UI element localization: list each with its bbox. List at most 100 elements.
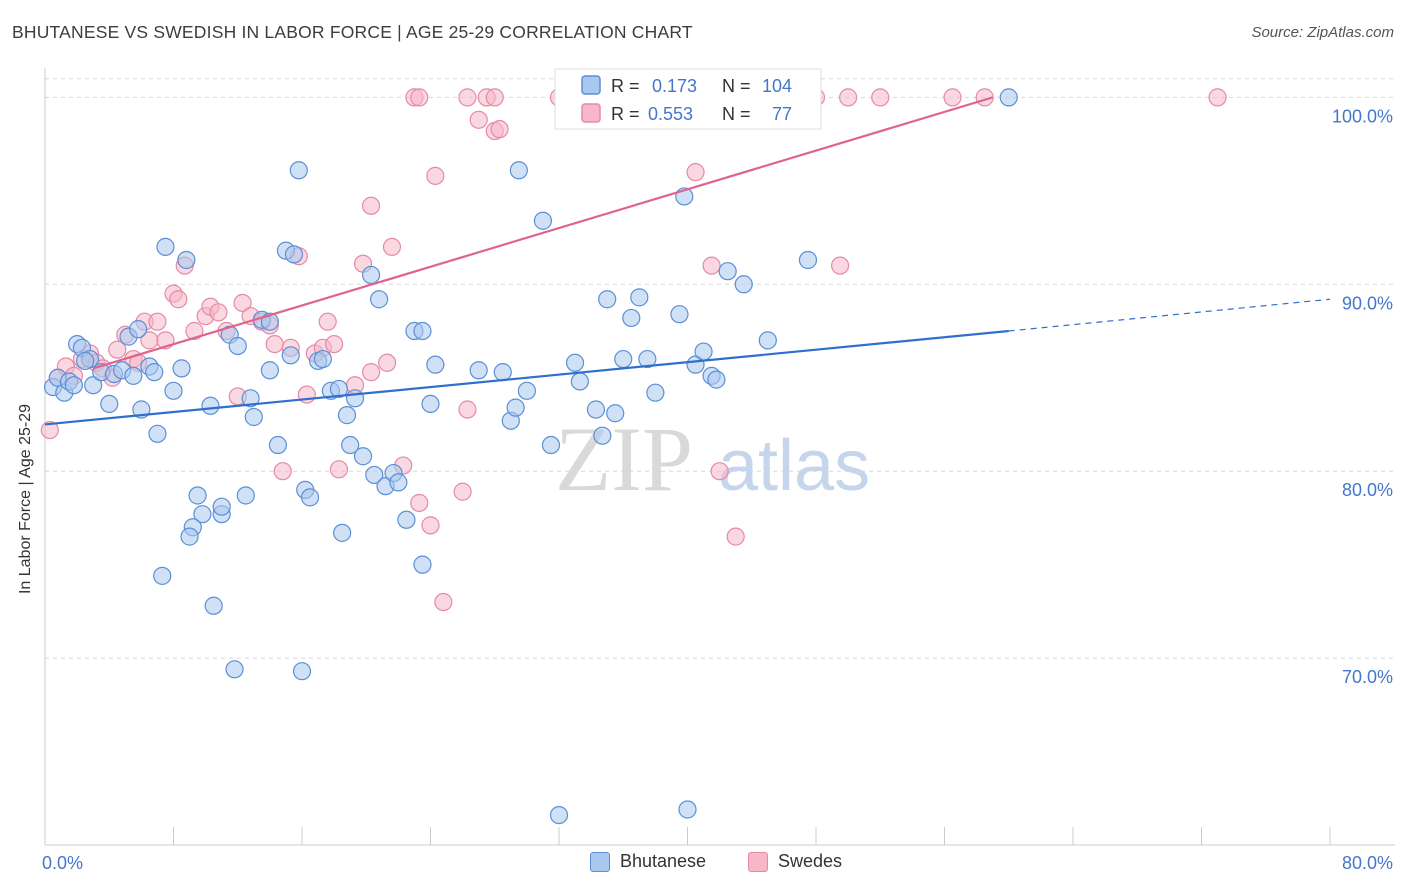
x-tick-label-max: 80.0%	[1342, 853, 1393, 873]
bhutanese-point	[413, 555, 432, 574]
bhutanese-point	[493, 363, 512, 382]
bhutanese-point	[204, 596, 223, 615]
bhutanese-point	[365, 465, 384, 485]
legend-swatch-bhutanese	[581, 75, 601, 95]
bhutanese-point	[228, 336, 247, 356]
bhutanese-point	[129, 320, 148, 339]
chart-title: BHUTANESE VS SWEDISH IN LABOR FORCE | AG…	[12, 22, 693, 42]
bhutanese-points	[43, 88, 1018, 825]
bhutanese-point	[145, 363, 164, 382]
bhutanese-point	[421, 394, 440, 414]
bhutanese-point	[549, 805, 569, 825]
swedes-point	[410, 88, 429, 107]
bhutanese-point	[389, 473, 408, 492]
swedes-point	[943, 88, 962, 107]
bhutanese-point	[260, 361, 279, 380]
legend-item-bhutanese[interactable]: Bhutanese	[590, 851, 706, 872]
gridlines	[45, 78, 1395, 659]
y-tick-label: 90.0%	[1342, 293, 1393, 313]
legend-r-label-2: R =	[611, 104, 640, 124]
legend-label-swedes: Swedes	[778, 851, 843, 871]
bhutanese-point	[606, 404, 625, 423]
bhutanese-point	[177, 250, 196, 270]
y-tick-label: 80.0%	[1342, 480, 1393, 500]
swedes-point	[318, 312, 337, 331]
bhutanese-point	[193, 505, 212, 524]
bhutanese-point	[678, 800, 697, 819]
bhutanese-point	[172, 359, 191, 378]
swedes-point	[426, 166, 445, 185]
swedes-point	[148, 312, 167, 331]
legend-r-value-1: 0.173	[652, 76, 697, 96]
source-note: Source: ZipAtlas.com	[1251, 24, 1394, 41]
bhutanese-point	[598, 290, 617, 309]
bhutanese-point	[718, 262, 737, 281]
swedes-point	[185, 321, 204, 341]
bhutanese-point	[670, 305, 689, 324]
bhutanese-point	[64, 376, 84, 395]
legend-swatch-swedes	[581, 103, 601, 123]
watermark: ZIP atlas	[555, 408, 870, 510]
bhutanese-point	[313, 349, 332, 369]
bhutanese-point	[212, 497, 231, 516]
bhutanese-point	[100, 394, 119, 414]
y-tick-label: 70.0%	[1342, 667, 1393, 687]
bhutanese-point	[586, 400, 606, 419]
bhutanese-point	[565, 353, 585, 372]
bhutanese-point	[153, 566, 172, 585]
bhutanese-point	[593, 426, 612, 445]
swedes-point	[273, 462, 292, 481]
swedes-point	[108, 340, 127, 359]
swedes-point	[209, 303, 228, 322]
bhutanese-point	[361, 265, 381, 285]
legend-swatch-blue	[590, 851, 610, 872]
swedes-point	[382, 237, 402, 257]
bhutanese-point	[124, 366, 143, 385]
swedes-point	[458, 400, 477, 419]
bhutanese-point	[413, 321, 432, 341]
swedes-point	[361, 196, 381, 215]
tick-labels: 70.0% 80.0% 90.0% 100.0% 0.0% 80.0%	[42, 106, 1393, 873]
stats-legend: R = 0.173 N = 104 R = 0.553 N = 77	[554, 68, 822, 130]
legend-swatch-pink	[748, 851, 768, 872]
bhutanese-point	[333, 523, 352, 542]
bhutanese-point	[284, 245, 304, 264]
swedes-point	[453, 482, 472, 501]
bhutanese-point	[329, 379, 349, 399]
bhutanese-point	[570, 372, 589, 391]
y-axis-label: In Labor Force | Age 25-29	[17, 403, 34, 595]
series-legend: Bhutanese Swedes	[0, 851, 1406, 877]
swedes-point	[686, 163, 705, 182]
bhutanese-point	[281, 346, 300, 365]
swedes-point	[325, 334, 344, 354]
y-tick-label: 100.0%	[1332, 106, 1393, 126]
bhutanese-point	[201, 396, 220, 415]
bhutanese-point	[164, 381, 183, 400]
bhutanese-point	[506, 398, 525, 417]
bhutanese-point	[76, 351, 95, 371]
swedes-point	[830, 256, 850, 275]
legend-n-label-2: N =	[722, 104, 751, 124]
bhutanese-point	[707, 370, 726, 389]
legend-label-bhutanese: Bhutanese	[620, 851, 707, 871]
swedes-point	[726, 527, 745, 546]
bhutanese-point	[236, 486, 255, 505]
bhutanese-point	[999, 88, 1018, 107]
bhutanese-point	[426, 355, 445, 374]
bhutanese-point	[337, 406, 357, 425]
bhutanese-point	[509, 161, 528, 180]
legend-n-value-2: 77	[772, 104, 792, 124]
bhutanese-point	[244, 407, 263, 427]
bhutanese-trend-extension	[1008, 298, 1331, 332]
bhutanese-point	[694, 342, 713, 361]
bhutanese-point	[188, 486, 207, 505]
watermark-zip: ZIP	[555, 408, 693, 510]
bhutanese-point	[614, 349, 633, 369]
swedes-point	[469, 110, 488, 129]
bhutanese-point	[630, 288, 649, 307]
swedes-point	[702, 256, 721, 275]
legend-item-swedes[interactable]: Swedes	[748, 851, 842, 872]
watermark-atlas: atlas	[718, 426, 870, 506]
bhutanese-point	[397, 510, 416, 529]
bhutanese-point	[341, 435, 360, 455]
